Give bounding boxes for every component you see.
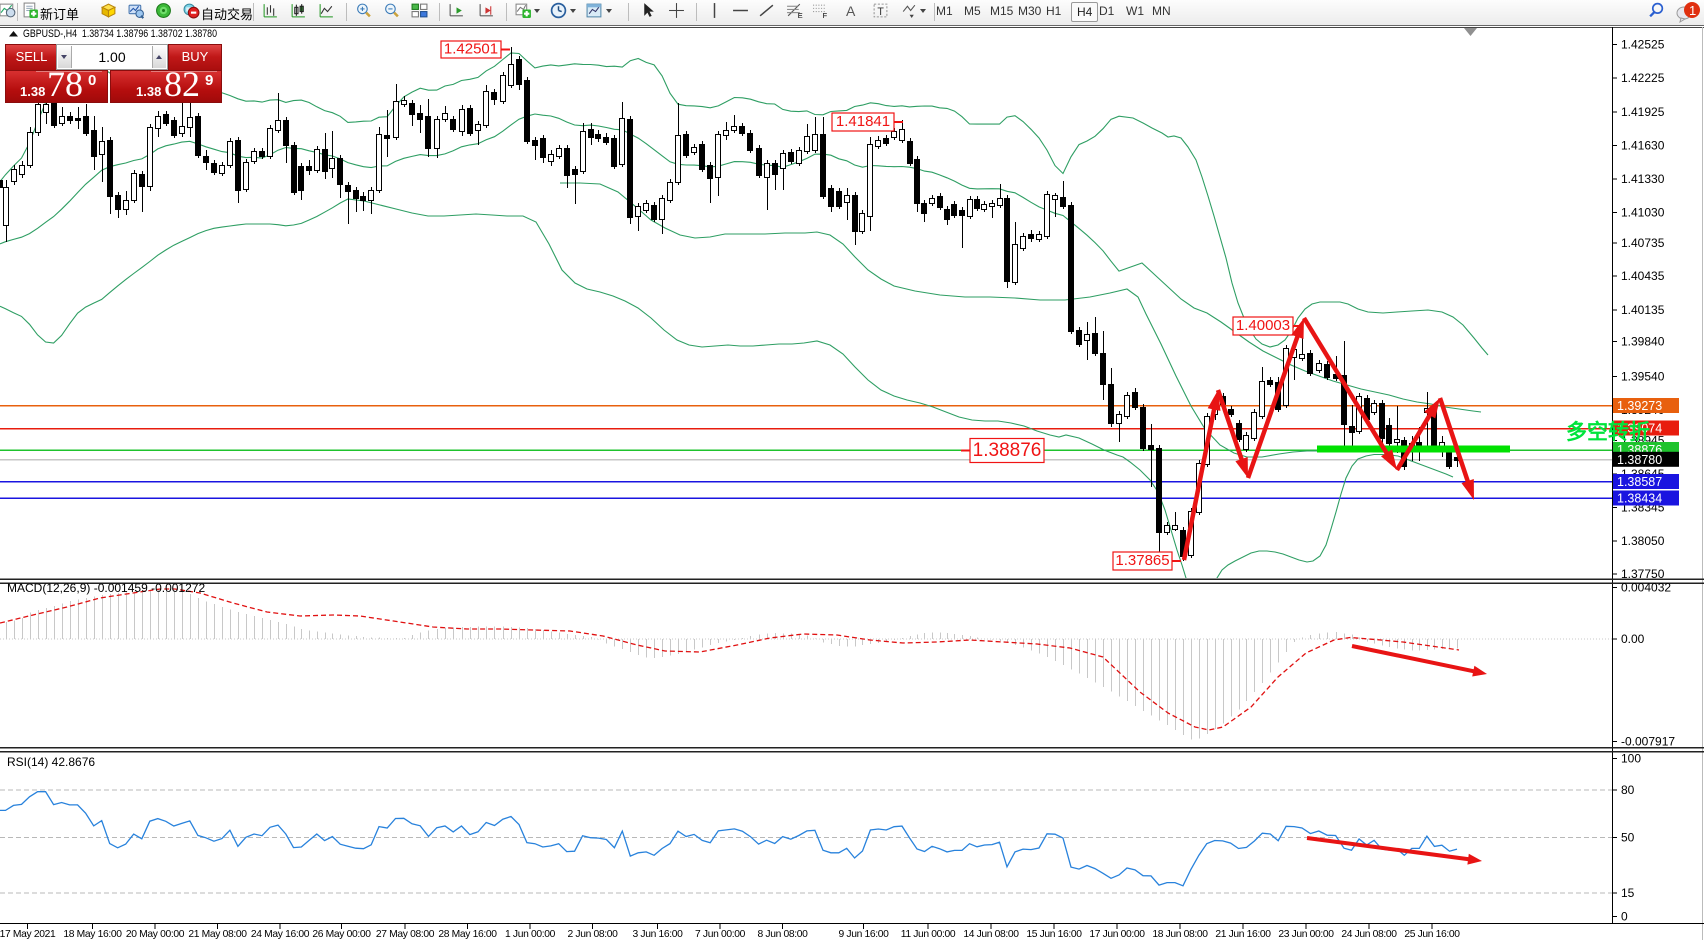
svg-text:23 Jun 00:00: 23 Jun 00:00 bbox=[1278, 929, 1334, 940]
svg-text:1.39540: 1.39540 bbox=[1621, 370, 1665, 384]
svg-text:9 Jun 16:00: 9 Jun 16:00 bbox=[839, 929, 890, 940]
svg-text:14 Jun 08:00: 14 Jun 08:00 bbox=[963, 929, 1019, 940]
svg-text:28 May 16:00: 28 May 16:00 bbox=[438, 929, 497, 940]
svg-text:1.39840: 1.39840 bbox=[1621, 335, 1665, 349]
svg-text:1.40003: 1.40003 bbox=[1236, 317, 1290, 334]
svg-text:25 Jun 16:00: 25 Jun 16:00 bbox=[1404, 929, 1460, 940]
svg-text:1.41925: 1.41925 bbox=[1621, 105, 1665, 119]
svg-text:21 Jun 16:00: 21 Jun 16:00 bbox=[1215, 929, 1271, 940]
svg-text:1.38587: 1.38587 bbox=[1617, 475, 1662, 489]
svg-text:1: 1 bbox=[1689, 3, 1696, 18]
svg-text:17 May 2021: 17 May 2021 bbox=[0, 929, 56, 940]
svg-text:27 May 08:00: 27 May 08:00 bbox=[376, 929, 435, 940]
svg-text:1 Jun 00:00: 1 Jun 00:00 bbox=[505, 929, 556, 940]
svg-text:0.004032: 0.004032 bbox=[1621, 581, 1671, 595]
svg-text:100: 100 bbox=[1621, 752, 1641, 766]
svg-text:多空转折: 多空转折 bbox=[1566, 420, 1650, 444]
svg-text:MACD(12,26,9) -0.001459 -0.001: MACD(12,26,9) -0.001459 -0.001272 bbox=[7, 581, 205, 595]
svg-text:80: 80 bbox=[1621, 783, 1635, 797]
svg-text:0.00: 0.00 bbox=[1621, 632, 1645, 646]
svg-text:F: F bbox=[823, 11, 828, 19]
svg-text:2 Jun 08:00: 2 Jun 08:00 bbox=[568, 929, 619, 940]
svg-text:1.38434: 1.38434 bbox=[1617, 492, 1662, 506]
svg-text:1.39273: 1.39273 bbox=[1617, 399, 1662, 413]
svg-text:1.38876: 1.38876 bbox=[973, 440, 1042, 461]
svg-text:21 May 08:00: 21 May 08:00 bbox=[188, 929, 247, 940]
svg-text:15 Jun 16:00: 15 Jun 16:00 bbox=[1026, 929, 1082, 940]
svg-text:1.38050: 1.38050 bbox=[1621, 534, 1665, 548]
svg-text:RSI(14) 42.8676: RSI(14) 42.8676 bbox=[7, 755, 95, 769]
svg-text:1.42501: 1.42501 bbox=[444, 40, 498, 57]
svg-text:15: 15 bbox=[1621, 886, 1635, 900]
svg-text:50: 50 bbox=[1621, 831, 1635, 845]
svg-text:20 May 00:00: 20 May 00:00 bbox=[126, 929, 185, 940]
svg-text:1.40135: 1.40135 bbox=[1621, 303, 1665, 317]
svg-text:26 May 00:00: 26 May 00:00 bbox=[312, 929, 371, 940]
svg-text:1.40735: 1.40735 bbox=[1621, 236, 1665, 250]
svg-text:1.37750: 1.37750 bbox=[1621, 567, 1665, 581]
svg-text:24 May 16:00: 24 May 16:00 bbox=[251, 929, 310, 940]
svg-text:-0.007917: -0.007917 bbox=[1621, 735, 1675, 749]
svg-text:1.37865: 1.37865 bbox=[1115, 552, 1169, 569]
svg-text:1.38780: 1.38780 bbox=[1617, 453, 1662, 467]
svg-text:7 Jun 00:00: 7 Jun 00:00 bbox=[695, 929, 746, 940]
svg-text:T: T bbox=[877, 6, 884, 18]
svg-text:GBPUSD-,H4 1.38734 1.38796 1.: GBPUSD-,H4 1.38734 1.38796 1.38702 1.387… bbox=[23, 28, 217, 40]
svg-text:3 Jun 16:00: 3 Jun 16:00 bbox=[633, 929, 684, 940]
svg-text:1.40435: 1.40435 bbox=[1621, 269, 1665, 283]
svg-text:1.42225: 1.42225 bbox=[1621, 71, 1665, 85]
svg-text:11 Jun 00:00: 11 Jun 00:00 bbox=[901, 929, 956, 940]
svg-text:1.42525: 1.42525 bbox=[1621, 38, 1665, 52]
svg-text:24 Jun 08:00: 24 Jun 08:00 bbox=[1341, 929, 1397, 940]
svg-text:18 May 16:00: 18 May 16:00 bbox=[63, 929, 122, 940]
svg-text:18 Jun 08:00: 18 Jun 08:00 bbox=[1152, 929, 1208, 940]
svg-text:1.41630: 1.41630 bbox=[1621, 139, 1665, 153]
svg-text:17 Jun 00:00: 17 Jun 00:00 bbox=[1089, 929, 1145, 940]
svg-text:8 Jun 08:00: 8 Jun 08:00 bbox=[758, 929, 809, 940]
svg-text:1.41841: 1.41841 bbox=[836, 113, 890, 130]
svg-text:1.39074: 1.39074 bbox=[1617, 422, 1662, 436]
svg-text:1.41030: 1.41030 bbox=[1621, 206, 1665, 220]
svg-text:E: E bbox=[798, 11, 803, 19]
svg-text:1.41330: 1.41330 bbox=[1621, 172, 1665, 186]
svg-text:0: 0 bbox=[1621, 910, 1628, 924]
